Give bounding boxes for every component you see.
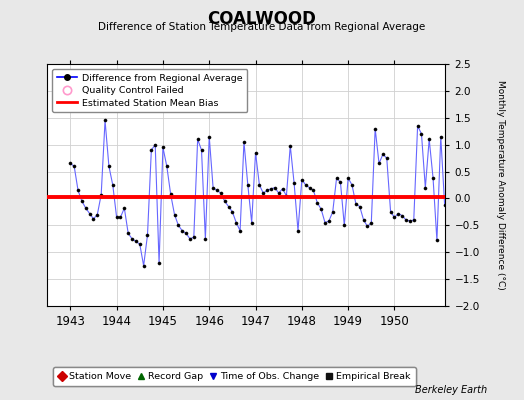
Legend: Station Move, Record Gap, Time of Obs. Change, Empirical Break: Station Move, Record Gap, Time of Obs. C…: [53, 367, 416, 386]
Text: Berkeley Earth: Berkeley Earth: [415, 385, 487, 395]
Y-axis label: Monthly Temperature Anomaly Difference (°C): Monthly Temperature Anomaly Difference (…: [496, 80, 506, 290]
Text: Difference of Station Temperature Data from Regional Average: Difference of Station Temperature Data f…: [99, 22, 425, 32]
Text: COALWOOD: COALWOOD: [208, 10, 316, 28]
